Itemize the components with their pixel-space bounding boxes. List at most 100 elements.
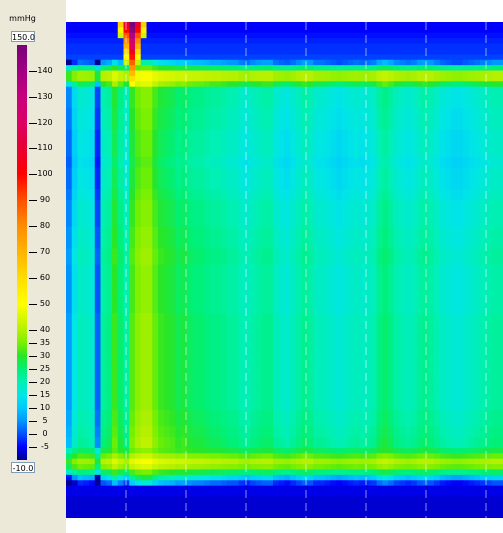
heatmap-cell (163, 43, 171, 50)
heatmap-cell (313, 86, 320, 93)
heatmap-cell (186, 140, 194, 147)
heatmap-cell (336, 340, 343, 347)
heatmap-cell (497, 313, 503, 320)
heatmap-cell (359, 124, 366, 131)
heatmap-cell (342, 59, 349, 66)
heatmap-cell (416, 253, 424, 260)
heatmap-cell (89, 189, 96, 196)
heatmap-cell (434, 22, 441, 28)
heatmap-cell (221, 113, 228, 120)
heatmap-cell (284, 270, 291, 276)
heatmap-cell (77, 259, 84, 266)
heatmap-cell (135, 38, 142, 45)
heatmap-cell (215, 162, 222, 169)
heatmap-cell (462, 313, 470, 320)
heatmap-cell (330, 129, 337, 136)
heatmap-cell (204, 264, 211, 271)
heatmap-cell (112, 156, 119, 163)
heatmap-cell (77, 296, 84, 303)
heatmap-cell (324, 65, 332, 72)
heatmap-cell (238, 151, 245, 158)
heatmap-cell (100, 243, 107, 250)
heatmap-cell (106, 22, 113, 28)
heatmap-cell (215, 172, 222, 179)
heatmap-cell (255, 221, 263, 228)
heatmap-cell (428, 199, 435, 206)
heatmap-cell (307, 296, 314, 303)
heatmap-cell (152, 356, 159, 363)
heatmap-cell (227, 216, 234, 223)
heatmap-cell (319, 264, 326, 271)
heatmap-cell (319, 151, 326, 158)
heatmap-cell (198, 22, 205, 28)
heatmap-cell (209, 113, 217, 120)
heatmap-cell (117, 199, 125, 206)
heatmap-cell (181, 356, 188, 363)
heatmap-cell (221, 81, 228, 88)
heatmap-cell (342, 226, 349, 233)
heatmap-cell (129, 329, 136, 336)
heatmap-cell (451, 38, 458, 45)
heatmap-cell (273, 334, 280, 341)
heatmap-cell (209, 340, 217, 347)
heatmap-cell (313, 210, 320, 217)
heatmap-cell (399, 323, 406, 330)
heatmap-cell (370, 216, 378, 223)
heatmap-cell (255, 167, 263, 174)
heatmap-cell (342, 259, 349, 266)
heatmap-cell (238, 65, 245, 72)
heatmap-cell (388, 70, 395, 77)
heatmap-cell (342, 345, 349, 352)
heatmap-cell (238, 216, 245, 223)
heatmap-cell (158, 102, 165, 109)
heatmap-cell (411, 167, 418, 174)
heatmap-cell (353, 48, 360, 55)
heatmap-cell (198, 156, 205, 163)
heatmap-cell (370, 243, 378, 250)
heatmap-cell (290, 151, 297, 158)
heatmap-cell (319, 345, 326, 352)
heatmap-cell (428, 81, 435, 88)
heatmap-cell (313, 259, 320, 266)
heatmap-cell (112, 48, 119, 55)
heatmap-cell (399, 334, 406, 341)
heatmap-cell (284, 194, 291, 201)
heatmap-cell (112, 356, 119, 363)
heatmap-cell (175, 205, 182, 212)
heatmap-cell (250, 205, 257, 212)
heatmap-cell (497, 226, 503, 233)
heatmap-cell (319, 167, 326, 174)
heatmap-cell (227, 248, 234, 255)
heatmap-cell (152, 361, 159, 368)
heatmap-cell (457, 59, 464, 66)
heatmap-cell (296, 156, 303, 163)
heatmap-cell (324, 199, 332, 206)
heatmap-cell (393, 97, 401, 104)
heatmap-cell (273, 32, 280, 39)
heatmap-cell (106, 318, 113, 325)
heatmap-cell (135, 313, 142, 320)
heatmap-cell (83, 129, 90, 136)
max-value-field[interactable]: 150.0 (11, 31, 35, 42)
heatmap-cell (462, 194, 470, 201)
heatmap-cell (83, 237, 90, 244)
heatmap-cell (204, 140, 211, 147)
heatmap-cell (388, 129, 395, 136)
heatmap-cell (244, 340, 251, 347)
heatmap-cell (163, 350, 171, 357)
heatmap-cell (129, 318, 136, 325)
heatmap-cell (497, 253, 503, 260)
heatmap-cell (278, 48, 286, 55)
heatmap-cell (215, 248, 222, 255)
heatmap-cell (491, 334, 498, 341)
heatmap-cell (411, 70, 418, 77)
heatmap-cell (324, 183, 332, 190)
heatmap-cell (267, 113, 274, 120)
min-value-field[interactable]: -10.0 (11, 462, 35, 473)
heatmap-cell (284, 253, 291, 260)
heatmap-cell (209, 216, 217, 223)
heatmap-cell (221, 38, 228, 45)
heatmap-cell (66, 43, 73, 50)
heatmap-cell (434, 221, 441, 228)
heatmap-cell (468, 275, 475, 282)
